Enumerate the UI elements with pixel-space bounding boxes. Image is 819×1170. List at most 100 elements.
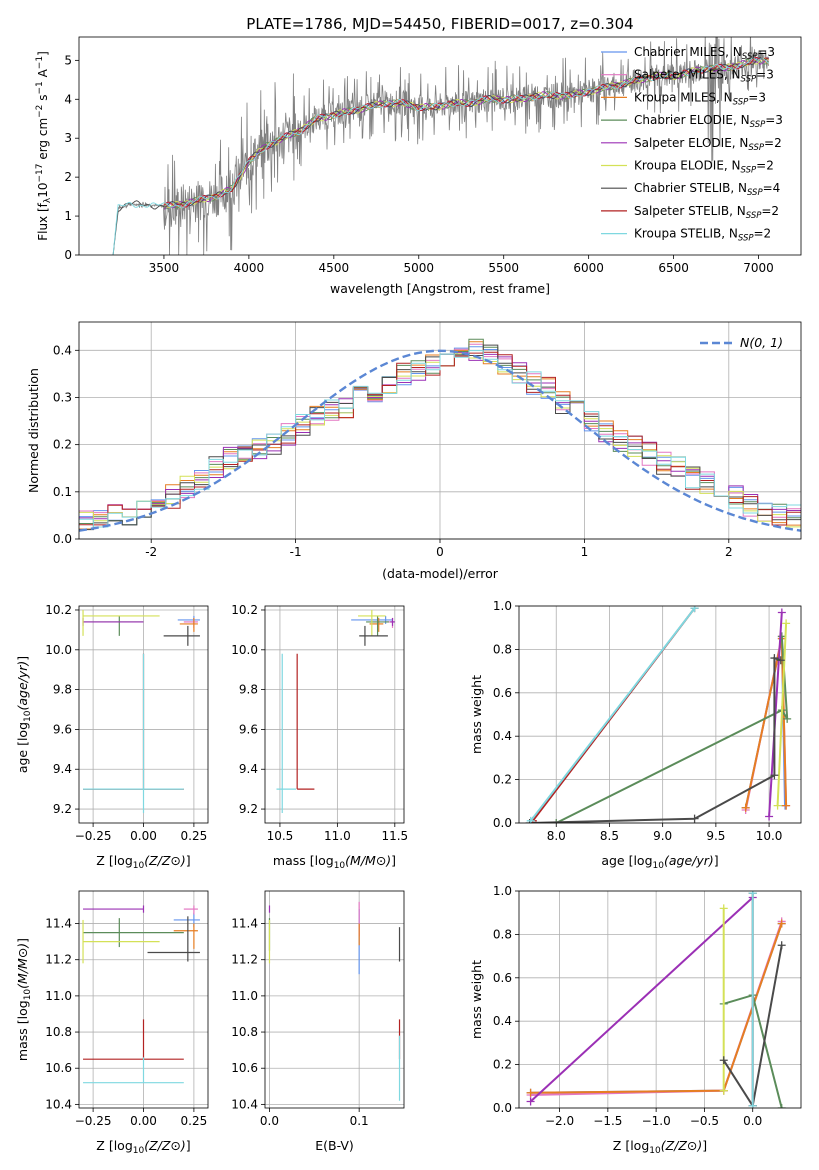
y-tick-label: 1.0 (493, 884, 512, 898)
legend-entry: Kroupa ELODIE, NSSP=2 (634, 159, 774, 176)
y-tick-label: 10.2 (45, 603, 72, 617)
y-tick-label: 0.8 (493, 642, 512, 656)
model-spectrum-line (163, 56, 769, 208)
mass_vs_ebv-plot-area (268, 901, 401, 1101)
y-tick-label: 9.6 (239, 722, 258, 736)
weight_vs_age-frame (518, 605, 802, 824)
y-tick-label: 0.8 (493, 927, 512, 941)
y-tick-label: 9.8 (53, 683, 72, 697)
y-tick-label: 0.4 (493, 729, 512, 743)
y-tick-label: 11.2 (231, 953, 258, 967)
age_vs_Z-frame (78, 605, 209, 824)
mass_vs_Z-plot-area (82, 905, 200, 1084)
y-tick-label: 0 (64, 248, 72, 262)
age_vs_Z-plot-area (82, 609, 200, 814)
legend-entry: Chabrier STELIB, NSSP=4 (634, 181, 780, 198)
weight_vs_age-plot-area (525, 606, 792, 823)
x-tick-label: −0.25 (75, 1114, 112, 1128)
legend-entry: Chabrier MILES, NSSP=3 (634, 45, 775, 62)
x-tick-label: 4000 (234, 261, 265, 275)
weight-marker (552, 819, 561, 823)
y-tick-label: 10.4 (45, 1097, 72, 1111)
weight-marker (690, 606, 699, 613)
y-tick-label: 11.4 (231, 917, 258, 931)
x-tick-label: 1 (581, 545, 589, 559)
weight-marker (770, 771, 779, 780)
legend-entry: Chabrier ELODIE, NSSP=3 (634, 113, 783, 130)
weight-line (529, 607, 696, 822)
mass_vs_Z-frame (78, 890, 209, 1109)
y-tick-label: 9.4 (53, 762, 72, 776)
y-tick-label: 0.2 (493, 1058, 512, 1072)
axis-label: Z [log10(Z/Z⊙)] (96, 1138, 190, 1156)
legend-entry: Kroupa MILES, NSSP=3 (634, 90, 766, 107)
normal-curve (79, 349, 801, 532)
y-tick-label: 0.2 (493, 773, 512, 787)
mass_vs_ebv-frame (264, 890, 405, 1109)
x-tick-label: 4500 (319, 261, 350, 275)
y-tick-label: 10.6 (231, 1061, 258, 1075)
x-tick-label: 0.1 (350, 1114, 369, 1128)
axis-label: mass [log10(M/M⊙)] (15, 938, 33, 1061)
x-tick-label: 9.5 (706, 829, 725, 843)
y-tick-label: 10.8 (231, 1025, 258, 1039)
weight-line (776, 623, 788, 806)
y-axis-label: Flux [fλ10−17 erg cm−2 s−1 A−1] (35, 51, 53, 241)
x-tick-label: 11.5 (381, 829, 408, 843)
residual_hist-plot-area (79, 338, 801, 532)
spectrum-legend: Chabrier MILES, NSSP=3 Salpeter MILES, NS… (601, 45, 783, 244)
spectrum-axes: 3500 4000 4500 5000 5500 6000 6500 7000 0 1 2 3 4 5 (64, 53, 773, 275)
weight-marker (748, 891, 757, 898)
age_vs_mass-axes: 10.5 11.0 11.5 9.2 9.4 9.6 9.8 10.0 10.2 (231, 603, 408, 843)
axis-label: age [log10(age/yr)] (601, 853, 718, 871)
weight-marker (782, 801, 791, 810)
x-tick-label: 6000 (573, 261, 604, 275)
y-tick-label: 10.0 (45, 643, 72, 657)
y-tick-label: 9.8 (239, 683, 258, 697)
weight-marker (783, 714, 792, 723)
weight-marker (777, 1104, 786, 1108)
y-tick-label: 10.8 (45, 1025, 72, 1039)
x-tick-label: 5500 (488, 261, 519, 275)
spectrum-plot-area (112, 37, 770, 255)
axis-label: age [log10(age/yr)] (15, 656, 33, 773)
weight-marker (741, 803, 750, 812)
weight-marker (777, 608, 786, 617)
y-axis-label: mass weight (469, 960, 484, 1039)
residual_hist-frame (78, 321, 802, 540)
y-tick-label: 0.2 (53, 438, 72, 452)
legend-entry: Salpeter ELODIE, NSSP=2 (634, 136, 782, 153)
age_vs_Z-axes: −0.25 0.00 0.25 9.2 9.4 9.6 9.8 10.0 10.2 (45, 603, 208, 843)
y-tick-label: 1 (64, 209, 72, 223)
weight-marker (719, 1086, 728, 1095)
x-tick-label: 8.5 (600, 829, 619, 843)
figure-title: PLATE=1786, MJD=54450, FIBERID=0017, z=0… (246, 15, 633, 33)
x-axis-label: (data-model)/error (382, 566, 499, 581)
x-tick-label: 0.0 (260, 1114, 279, 1128)
weight_vs_Z-plot-area (526, 891, 786, 1108)
legend-entry: N(0, 1) (740, 335, 783, 350)
weight-marker (777, 941, 786, 950)
x-tick-label: 0.00 (130, 1114, 157, 1128)
weight-marker (776, 656, 785, 665)
model-spectrum-line (112, 57, 769, 255)
weight-marker (748, 1101, 757, 1108)
weight_vs_Z-frame (518, 890, 802, 1109)
x-tick-label: −0.5 (690, 1114, 719, 1128)
y-tick-label: 1.0 (493, 599, 512, 613)
y-tick-label: 9.2 (53, 802, 72, 816)
y-tick-label: 3 (64, 131, 72, 145)
legend-entry: Salpeter STELIB, NSSP=2 (634, 204, 779, 221)
y-tick-label: 11.2 (45, 953, 72, 967)
y-tick-label: 0.6 (493, 686, 512, 700)
x-tick-label: 10.5 (267, 829, 294, 843)
y-tick-label: 10.6 (45, 1061, 72, 1075)
weight-marker (773, 801, 782, 810)
x-tick-label: 7000 (743, 261, 774, 275)
y-tick-label: 10.0 (231, 643, 258, 657)
histogram-step (79, 350, 801, 528)
y-tick-label: 9.6 (53, 722, 72, 736)
x-tick-label: 0.00 (130, 829, 157, 843)
